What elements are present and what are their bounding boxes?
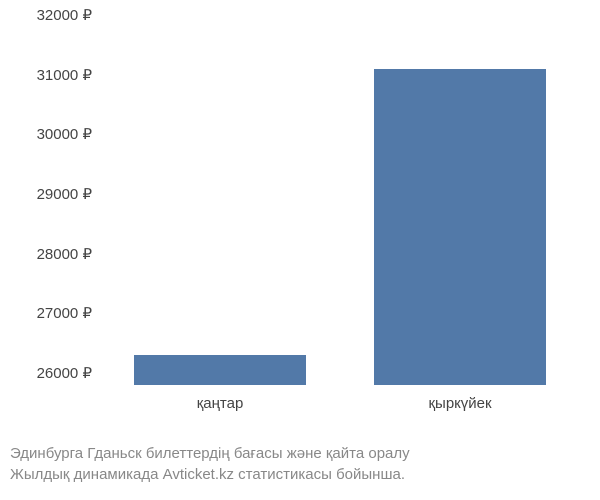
plot-area (100, 15, 580, 385)
bar (374, 69, 547, 385)
x-axis: қаңтар қыркүйек (100, 395, 580, 420)
x-tick-label: қаңтар (197, 395, 244, 412)
y-tick-label: 26000 ₽ (37, 364, 92, 382)
price-chart: 26000 ₽ 27000 ₽ 28000 ₽ 29000 ₽ 30000 ₽ 31000… (10, 15, 590, 445)
bar (134, 355, 307, 385)
y-tick-label: 28000 ₽ (37, 245, 92, 263)
y-axis: 26000 ₽ 27000 ₽ 28000 ₽ 29000 ₽ 30000 ₽ 31000… (10, 15, 100, 385)
chart-caption: Эдинбурга Гданьск билеттердің бағасы жән… (10, 443, 590, 485)
y-tick-label: 29000 ₽ (37, 185, 92, 203)
x-tick-label: қыркүйек (428, 395, 491, 412)
y-tick-label: 32000 ₽ (37, 6, 92, 24)
y-tick-label: 31000 ₽ (37, 66, 92, 84)
caption-line-1: Эдинбурга Гданьск билеттердің бағасы жән… (10, 443, 590, 464)
y-tick-label: 30000 ₽ (37, 125, 92, 143)
caption-line-2: Жылдық динамикада Avticket.kz статистика… (10, 464, 590, 485)
y-tick-label: 27000 ₽ (37, 304, 92, 322)
